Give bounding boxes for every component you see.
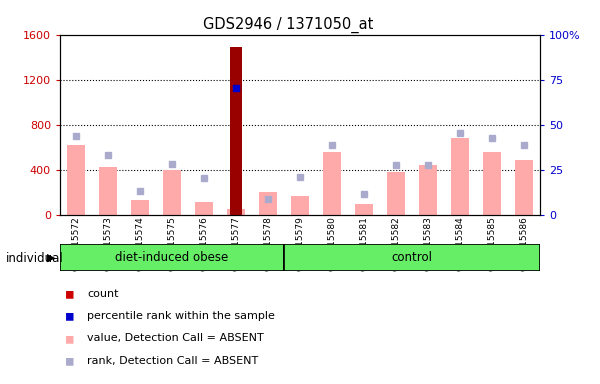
Text: ■: ■ [66,310,74,323]
Bar [99,167,117,215]
Bar [483,152,501,215]
Text: GDS2946 / 1371050_at: GDS2946 / 1371050_at [203,17,373,33]
Text: control: control [392,251,433,264]
Text: percentile rank within the sample: percentile rank within the sample [87,311,275,321]
FancyBboxPatch shape [60,244,284,271]
Bar [387,172,405,215]
Text: count: count [87,289,119,299]
Text: ■: ■ [66,354,74,367]
Bar [195,202,213,215]
Text: ■: ■ [66,287,74,300]
Bar [259,192,277,215]
Bar [227,209,245,215]
Bar [355,204,373,215]
Text: diet-induced obese: diet-induced obese [115,251,229,264]
Bar [323,152,341,215]
Bar [230,47,242,215]
Text: value, Detection Call = ABSENT: value, Detection Call = ABSENT [87,333,264,343]
Bar [131,200,149,215]
Bar [419,166,437,215]
Bar [163,170,181,215]
Text: ■: ■ [66,332,74,345]
Bar [515,160,533,215]
FancyBboxPatch shape [284,244,540,271]
Text: ▶: ▶ [47,253,55,263]
Bar [67,145,85,215]
Text: individual: individual [6,252,64,265]
Text: rank, Detection Call = ABSENT: rank, Detection Call = ABSENT [87,356,258,366]
Bar [291,196,309,215]
Bar [451,138,469,215]
